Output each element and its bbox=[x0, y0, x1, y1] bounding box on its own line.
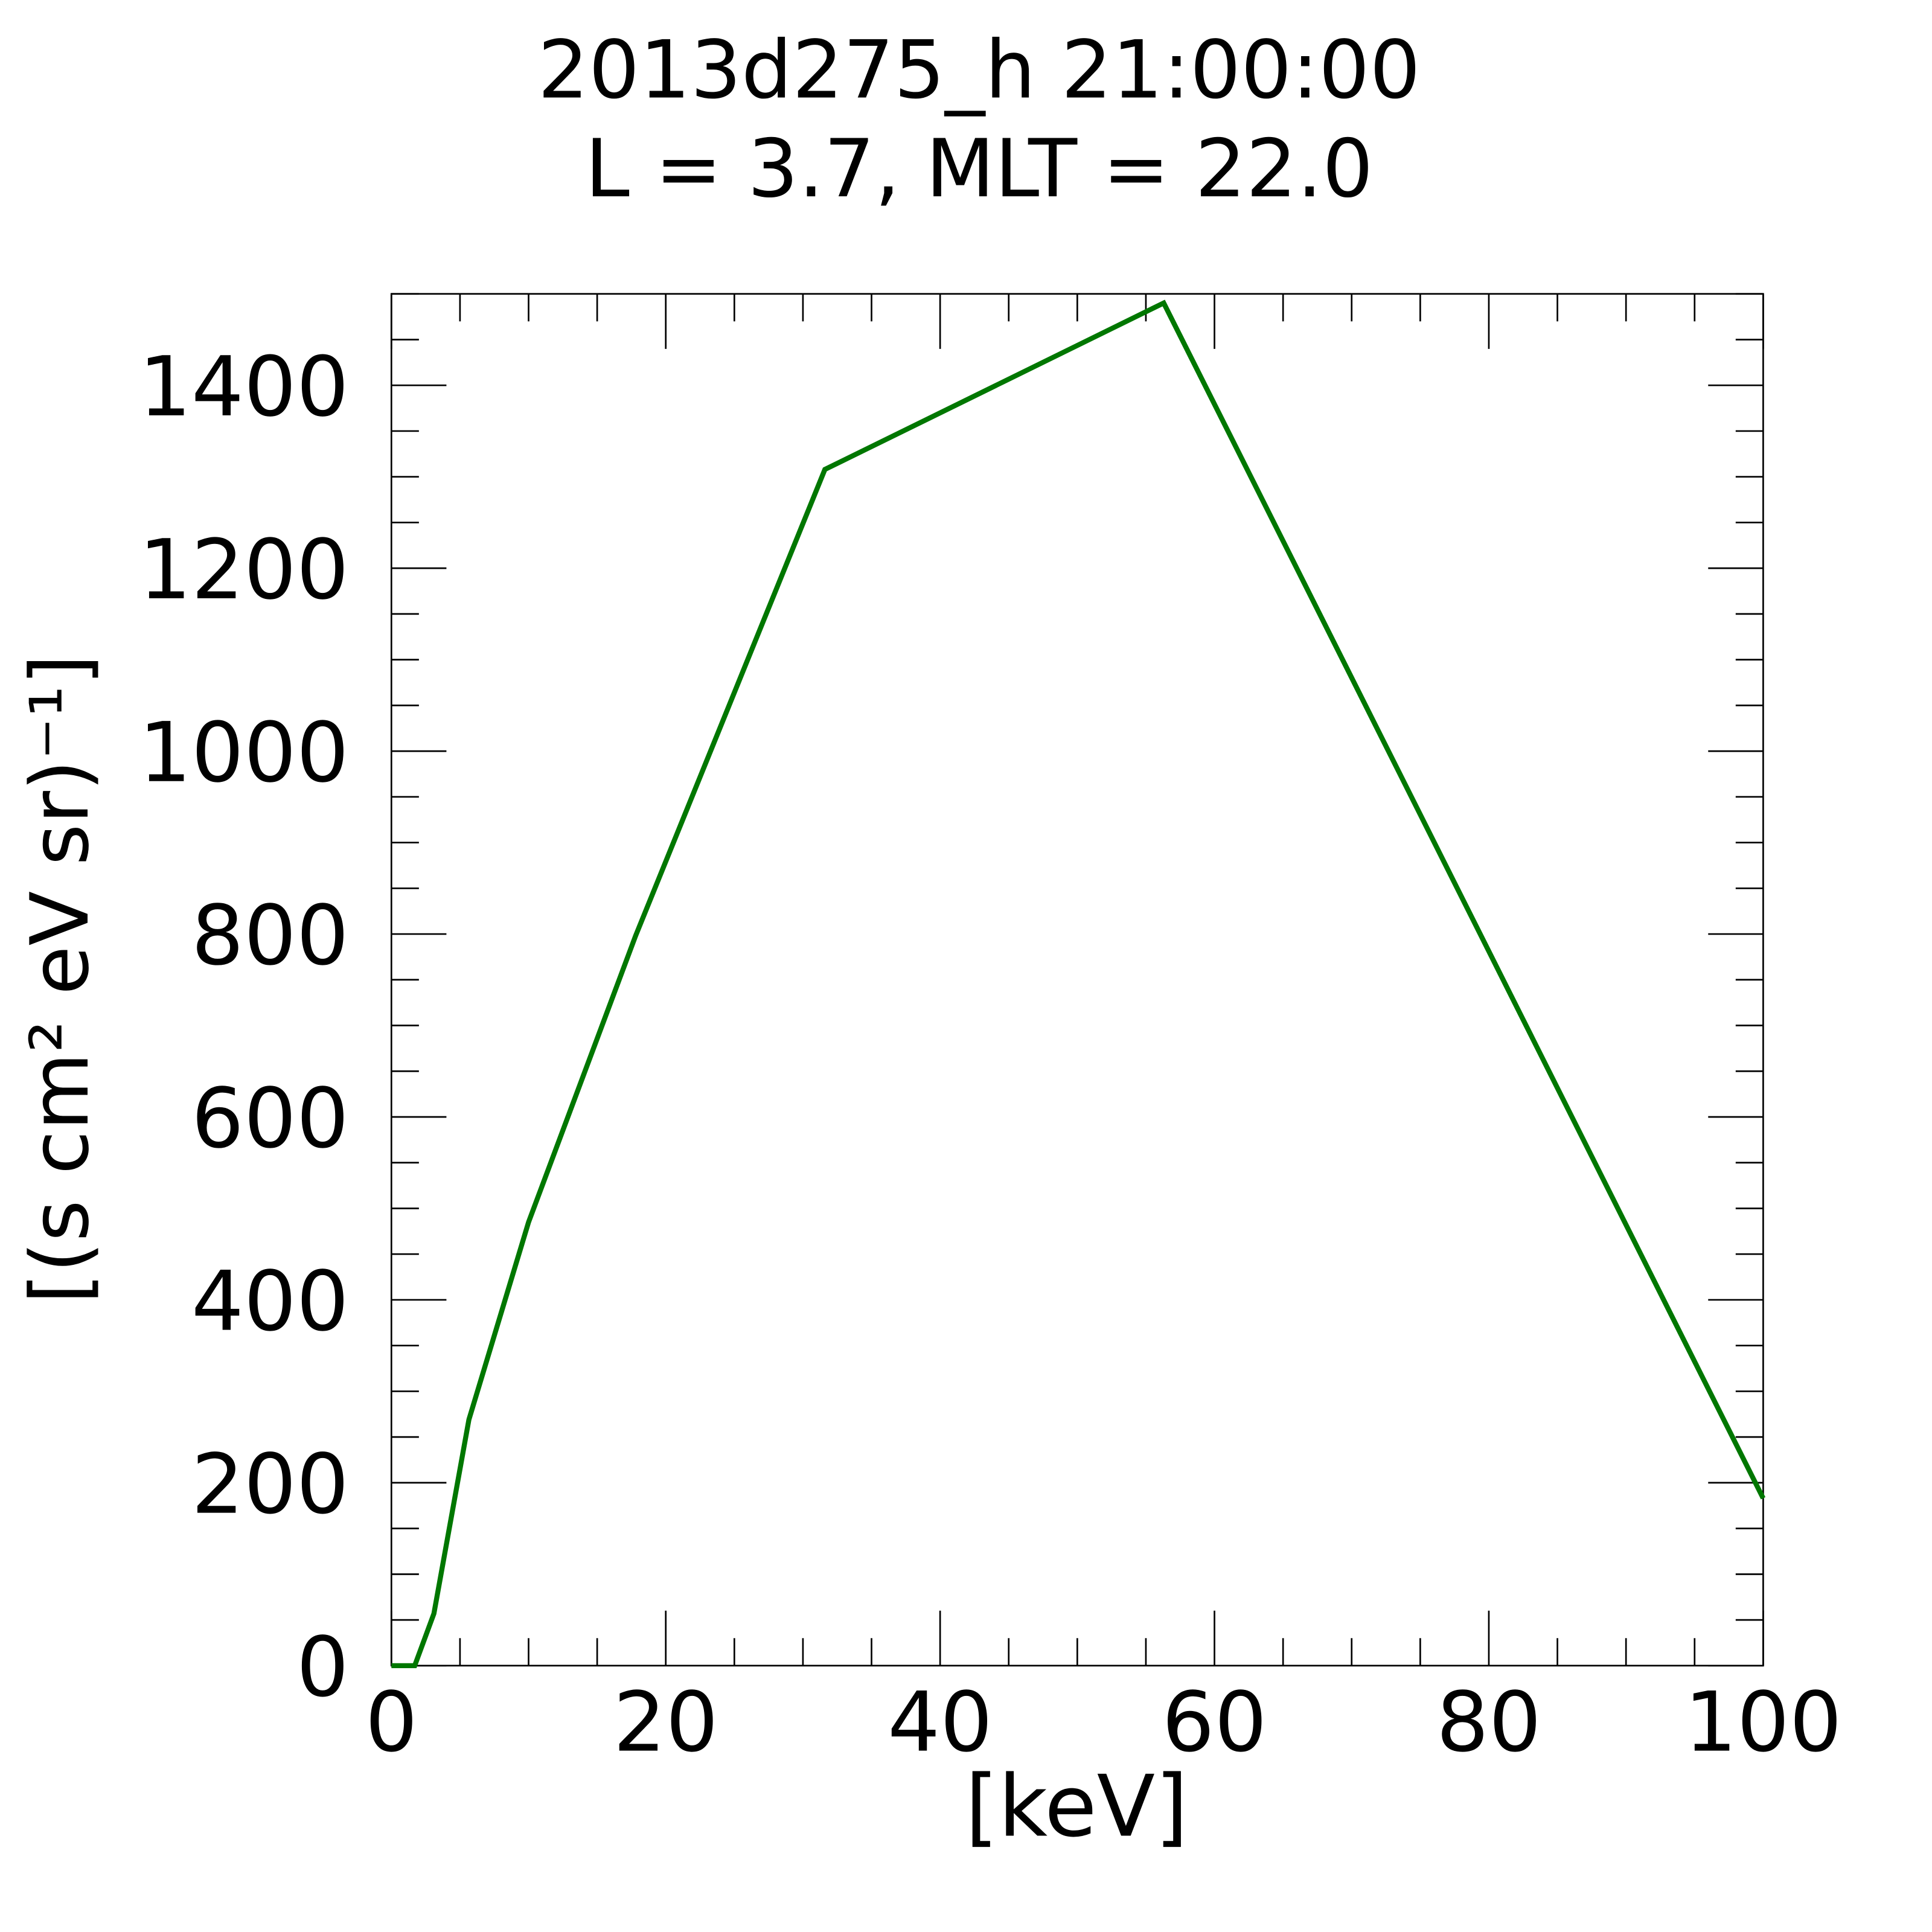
y-axis-label: [(s cm² eV sr)⁻¹] bbox=[14, 654, 107, 1304]
chart-subtitle: L = 3.7, MLT = 22.0 bbox=[585, 123, 1374, 216]
x-tick-label: 20 bbox=[613, 1675, 718, 1771]
x-tick-label: 0 bbox=[365, 1675, 418, 1771]
y-tick-label: 1200 bbox=[139, 522, 349, 618]
y-tick-label: 200 bbox=[191, 1437, 349, 1533]
y-tick-label: 1000 bbox=[139, 705, 349, 801]
x-axis-label: [keV] bbox=[965, 1758, 1188, 1857]
plot-frame bbox=[390, 293, 1764, 1667]
y-tick-label: 1400 bbox=[139, 339, 349, 435]
x-tick-label: 80 bbox=[1436, 1675, 1541, 1771]
x-tick-label: 100 bbox=[1684, 1675, 1842, 1771]
y-tick-label: 400 bbox=[191, 1254, 349, 1350]
x-tick-label: 60 bbox=[1162, 1675, 1267, 1771]
y-tick-label: 600 bbox=[191, 1071, 349, 1167]
x-tick-label: 40 bbox=[888, 1675, 993, 1771]
data-line bbox=[391, 299, 1766, 1668]
chart-title: 2013d275_h 21:00:00 bbox=[538, 24, 1421, 117]
y-tick-label: 0 bbox=[296, 1620, 349, 1716]
y-tick-label: 800 bbox=[191, 888, 349, 984]
